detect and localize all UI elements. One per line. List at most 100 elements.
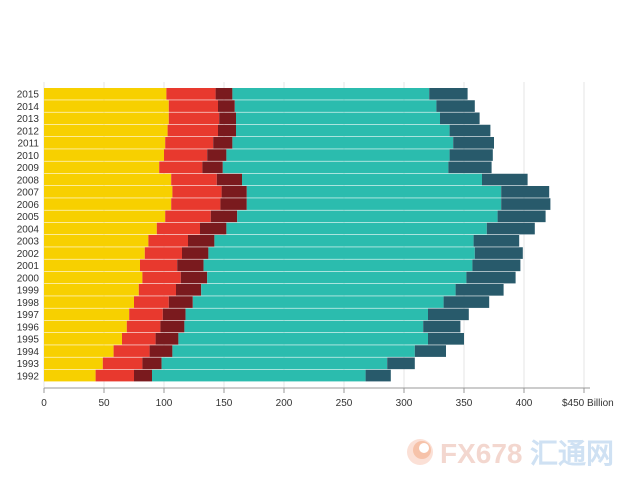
bar-segment bbox=[200, 222, 227, 235]
bar-segment bbox=[134, 369, 152, 382]
bar-segment bbox=[155, 333, 179, 345]
bar-segment bbox=[448, 161, 492, 174]
bar-segment bbox=[232, 137, 454, 149]
bar-segment bbox=[44, 173, 172, 186]
bar-segment bbox=[184, 320, 424, 333]
category-label: 1993 bbox=[17, 359, 40, 370]
bar-segment bbox=[486, 222, 535, 235]
bar-segment bbox=[44, 369, 96, 382]
bar-segment bbox=[208, 247, 475, 259]
category-label: 2007 bbox=[17, 188, 40, 199]
bar-segment bbox=[129, 308, 163, 321]
bar-segment bbox=[95, 369, 134, 382]
x-tick-label: 0 bbox=[41, 398, 47, 409]
x-tick-label: 400 bbox=[516, 398, 533, 409]
category-label: 1995 bbox=[17, 335, 40, 346]
bar-segment bbox=[501, 198, 551, 210]
bar-segment bbox=[237, 210, 498, 223]
bar-segment bbox=[168, 112, 220, 125]
category-label: 2013 bbox=[17, 114, 40, 125]
bars bbox=[44, 88, 551, 382]
bar-segment bbox=[148, 235, 188, 247]
bar-segment bbox=[161, 357, 388, 370]
bar-segment bbox=[142, 357, 162, 370]
bar-segment bbox=[202, 161, 223, 174]
x-tick-label: 250 bbox=[336, 398, 353, 409]
bar-segment bbox=[213, 137, 233, 149]
bar-segment bbox=[156, 222, 200, 235]
bar-segment bbox=[44, 259, 140, 272]
bar-segment bbox=[436, 100, 475, 112]
category-label: 2002 bbox=[17, 249, 40, 260]
x-tick-label: 350 bbox=[456, 398, 473, 409]
bar-segment bbox=[113, 345, 150, 357]
category-label: 2006 bbox=[17, 200, 40, 211]
bar-segment bbox=[142, 271, 181, 284]
bar-segment bbox=[215, 88, 233, 100]
x-tick-label: $450 Billion bbox=[562, 398, 614, 409]
bar-segment bbox=[210, 210, 238, 223]
x-tick-label: 100 bbox=[156, 398, 173, 409]
x-tick-label: 200 bbox=[276, 398, 293, 409]
category-label: 2012 bbox=[17, 126, 40, 137]
category-label: 2003 bbox=[17, 237, 40, 248]
bar-segment bbox=[236, 124, 450, 137]
bar-segment bbox=[501, 186, 550, 198]
bar-segment bbox=[482, 173, 528, 186]
fx678-logo-icon bbox=[407, 439, 433, 465]
bar-segment bbox=[134, 296, 169, 308]
bar-segment bbox=[168, 100, 218, 112]
bar-segment bbox=[387, 357, 415, 370]
x-tick-label: 300 bbox=[396, 398, 413, 409]
bar-segment bbox=[219, 112, 236, 125]
category-label: 2015 bbox=[17, 90, 40, 101]
bar-segment bbox=[453, 137, 494, 149]
bar-segment bbox=[182, 247, 209, 259]
category-label: 1997 bbox=[17, 310, 40, 321]
bar-segment bbox=[144, 247, 182, 259]
bar-segment bbox=[138, 284, 176, 296]
bar-segment bbox=[443, 296, 490, 308]
bar-segment bbox=[246, 186, 502, 198]
bar-segment bbox=[429, 88, 468, 100]
bar-segment bbox=[167, 124, 218, 137]
category-label: 1999 bbox=[17, 286, 40, 297]
bar-segment bbox=[44, 88, 167, 100]
bar-segment bbox=[440, 112, 480, 125]
bar-segment bbox=[44, 235, 149, 247]
bar-segment bbox=[44, 124, 168, 137]
category-label: 2004 bbox=[17, 224, 40, 235]
category-label: 1996 bbox=[17, 322, 40, 333]
bar-segment bbox=[168, 296, 193, 308]
bar-segment bbox=[149, 345, 173, 357]
bar-segment bbox=[473, 235, 520, 247]
bar-segment bbox=[207, 271, 467, 284]
bar-segment bbox=[44, 308, 130, 321]
bar-segment bbox=[162, 308, 186, 321]
bar-segment bbox=[234, 100, 437, 112]
bar-segment bbox=[172, 345, 415, 357]
category-label: 1994 bbox=[17, 347, 40, 358]
bar-segment bbox=[44, 296, 134, 308]
bar-segment bbox=[177, 259, 204, 272]
category-label: 2011 bbox=[17, 139, 39, 150]
category-label: 1998 bbox=[17, 298, 40, 309]
bar-segment bbox=[44, 210, 166, 223]
bar-segment bbox=[171, 198, 221, 210]
bar-segment bbox=[140, 259, 178, 272]
bar-segment bbox=[497, 210, 546, 223]
category-label: 2010 bbox=[17, 151, 40, 162]
bar-segment bbox=[226, 222, 487, 235]
bar-segment bbox=[423, 320, 461, 333]
bar-segment bbox=[365, 369, 391, 382]
bar-segment bbox=[44, 345, 114, 357]
bar-segment bbox=[246, 198, 502, 210]
category-label: 2009 bbox=[17, 163, 40, 174]
bar-segment bbox=[449, 149, 493, 161]
category-label: 1992 bbox=[17, 371, 40, 382]
watermark: FX678 汇通网 bbox=[407, 438, 614, 469]
bar-segment bbox=[44, 320, 127, 333]
